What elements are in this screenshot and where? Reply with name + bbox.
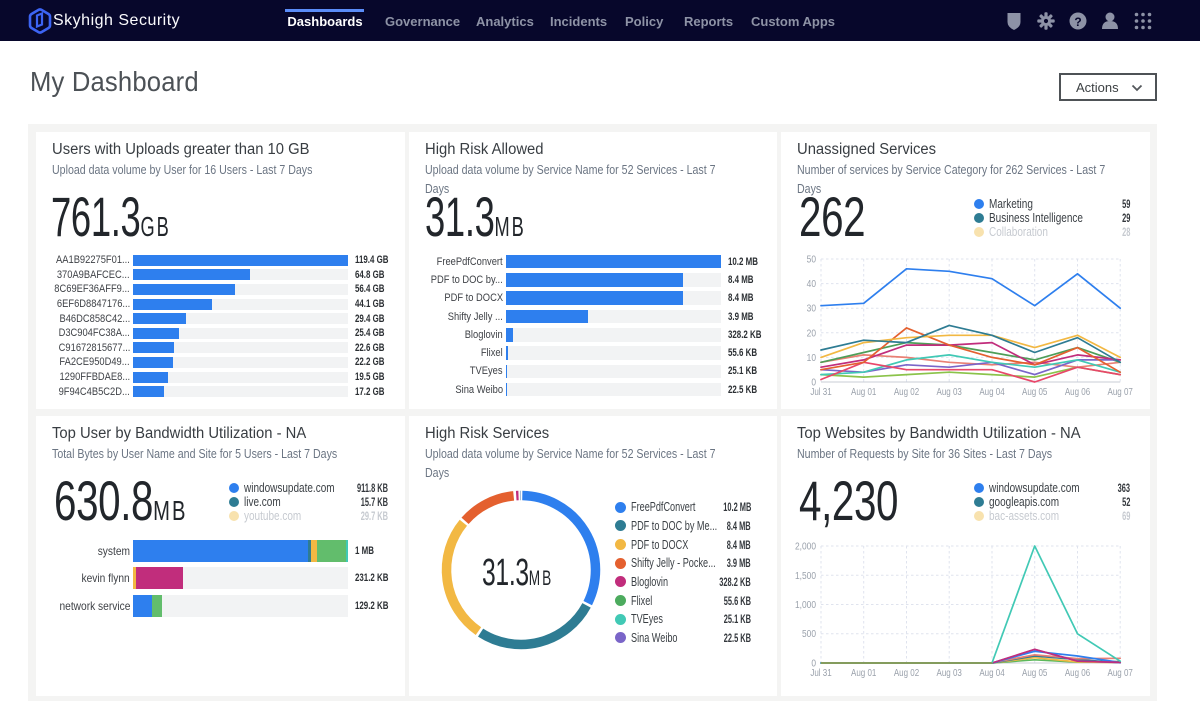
svg-text:500: 500	[802, 628, 816, 640]
svg-text:1,000: 1,000	[795, 599, 816, 611]
svg-text:50: 50	[807, 254, 816, 266]
svg-text:2,000: 2,000	[795, 541, 816, 553]
svg-text:Aug 07: Aug 07	[1108, 386, 1133, 397]
svg-text:40: 40	[807, 278, 816, 290]
svg-text:Aug 06: Aug 06	[1065, 386, 1090, 397]
svg-text:20: 20	[807, 327, 816, 339]
svg-text:Aug 05: Aug 05	[1022, 667, 1047, 678]
svg-text:Jul 31: Jul 31	[810, 386, 831, 397]
svg-text:10: 10	[807, 352, 816, 364]
svg-text:Aug 04: Aug 04	[979, 386, 1004, 397]
svg-text:Aug 02: Aug 02	[894, 386, 919, 397]
svg-text:Jul 31: Jul 31	[810, 667, 831, 678]
svg-text:?: ?	[1074, 15, 1081, 29]
svg-text:0: 0	[811, 377, 816, 389]
svg-text:Aug 02: Aug 02	[894, 667, 919, 678]
svg-text:30: 30	[807, 303, 816, 315]
svg-text:Aug 01: Aug 01	[851, 386, 876, 397]
svg-text:Aug 01: Aug 01	[851, 667, 876, 678]
svg-text:Aug 03: Aug 03	[937, 667, 962, 678]
svg-text:1,500: 1,500	[795, 570, 816, 582]
svg-text:Aug 03: Aug 03	[937, 386, 962, 397]
svg-text:Aug 04: Aug 04	[979, 667, 1004, 678]
svg-text:0: 0	[811, 658, 816, 670]
svg-text:Aug 07: Aug 07	[1108, 667, 1133, 678]
svg-text:Aug 05: Aug 05	[1022, 386, 1047, 397]
svg-text:Aug 06: Aug 06	[1065, 667, 1090, 678]
